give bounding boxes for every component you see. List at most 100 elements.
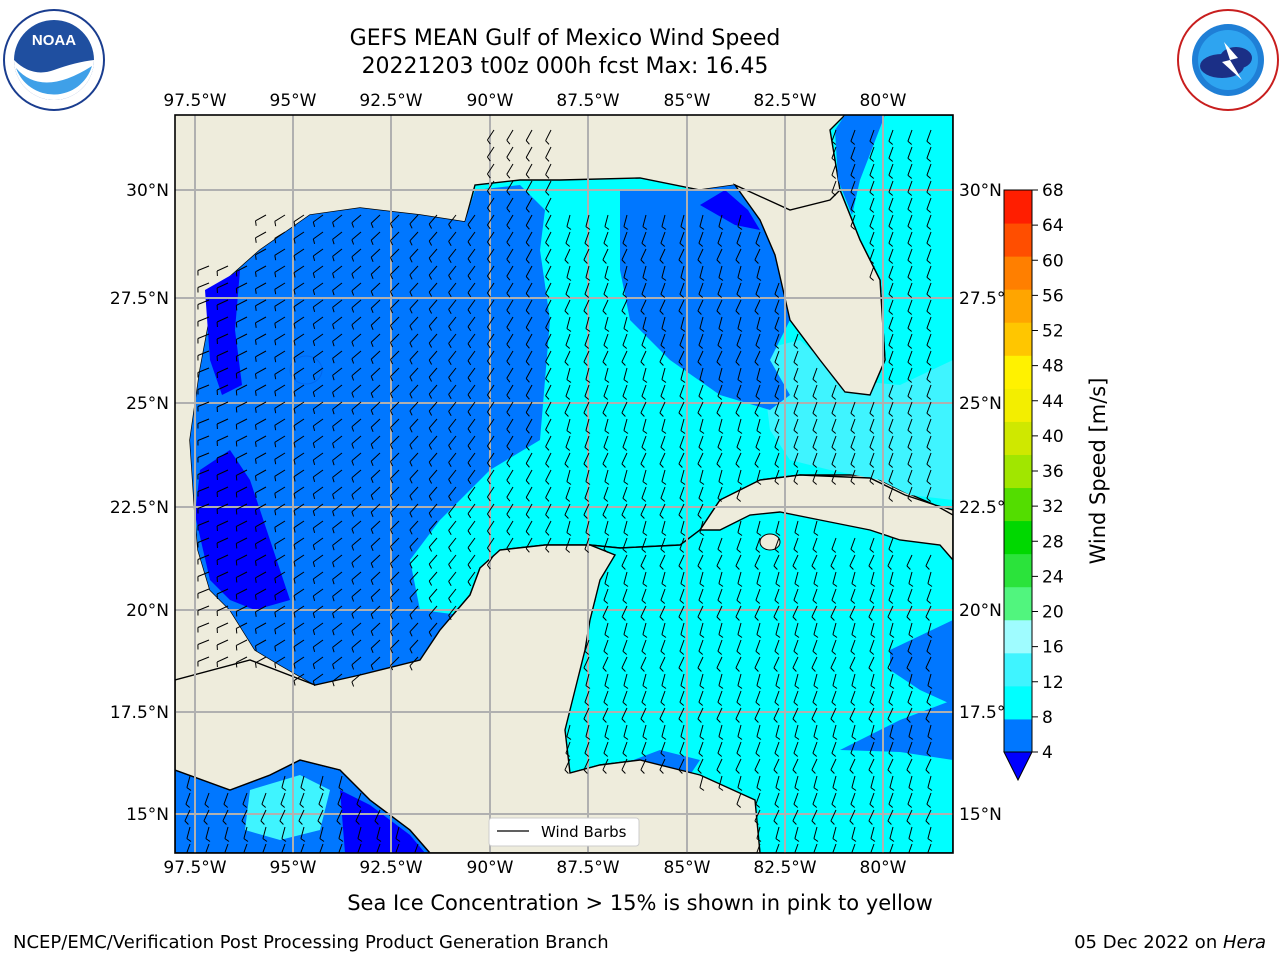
wind-barb [926,452,932,465]
wind-barb [850,129,856,142]
lon-labels-top: 97.5°W 95°W 92.5°W 90°W 87.5°W 85°W 82.5… [163,91,906,111]
wind-barb-flag [775,532,781,536]
wind-barb-flag [907,378,913,383]
wind-barb [869,639,875,652]
wind-barb [506,146,514,158]
wind-barb [756,826,761,839]
wind-barb-flag [312,408,316,415]
wind-barb-flag [370,257,374,262]
wind-barb-flag [603,701,609,706]
lon-label: 90°W [467,858,514,878]
wind-barb-flag [813,736,819,740]
wind-barb-flag [564,310,569,315]
wind-barb [585,418,590,431]
wind-barb [907,299,913,312]
wind-barb-flag [545,174,550,179]
wind-barb-flag [486,564,491,570]
wind-barb-flag [623,328,629,332]
wind-barb [525,180,533,192]
wind-barb [216,350,229,357]
wind-barb-flag [448,241,452,246]
wind-barb-flag [718,685,724,689]
wind-barb [908,571,913,584]
colorbar-tick-label: 56 [1042,286,1064,306]
wind-barb [448,299,457,310]
wind-barb [545,452,552,464]
wind-barb-flag [506,292,511,298]
wind-barb-flag [697,514,702,519]
wind-barb [300,843,305,853]
wind-barb [659,401,666,414]
wind-barb-flag [927,838,933,842]
wind-barb [255,571,267,579]
wind-barb [869,214,875,227]
wind-barb-flag [678,412,683,417]
wind-barb [236,435,248,442]
wind-barb [486,435,495,447]
wind-barb [236,469,248,476]
wind-barb [775,673,780,686]
wind-barb-flag [831,752,837,757]
wind-barb [735,758,742,771]
wind-barb-flag [888,157,894,162]
lat-label: 25°N [126,394,169,414]
wind-barb [486,469,495,481]
wind-barb-flag [409,461,413,467]
wind-barb [718,775,723,788]
wind-barb-flag [390,410,394,416]
wind-barb [927,724,932,737]
wind-barb-flag [830,769,835,774]
wind-barb-flag [754,769,759,774]
wind-barb [756,775,761,788]
wind-barb [889,724,894,737]
wind-barb-flag [448,598,452,603]
wind-barb-flag [870,583,876,587]
wind-barb [927,622,932,635]
colorbar-segment [1004,388,1032,422]
wind-barb [370,639,381,649]
wind-barb-flag [773,565,778,570]
wind-barb-flag [545,140,550,145]
wind-barb-flag [926,650,932,655]
wind-barb [255,469,267,477]
wind-barb [293,299,305,308]
wind-barb [831,792,837,805]
wind-barb [274,384,286,392]
wind-barb-flag [642,685,648,689]
wind-barb-flag [907,599,913,604]
wind-barb [756,316,761,329]
wind-barb [660,639,666,652]
wind-barb-flag [775,685,781,689]
wind-barb [907,129,913,142]
wind-barb [216,333,229,340]
wind-barb-flag [699,583,705,587]
wind-barb-flag [756,532,762,536]
wind-barb [236,571,248,578]
wind-barb-flag [564,259,569,264]
wind-barb-flag [376,838,382,842]
wind-barb [603,741,609,754]
wind-barb-flag [486,547,491,553]
wind-barb-flag [907,174,913,179]
wind-barb-flag [564,463,569,468]
wind-barb [812,639,818,652]
colorbar-tick-label: 8 [1042,708,1053,728]
wind-barb [545,163,552,175]
wind-barb-flag [604,634,610,638]
wind-barb-flag [255,560,257,566]
wind-barb-flag [640,412,645,417]
wind-barb [313,520,324,529]
wind-barb [830,809,837,822]
wind-barb-flag [545,531,550,536]
wind-barb [793,537,799,550]
wind-barb-flag [679,497,685,502]
wind-barb-flag [925,718,930,723]
wind-barb-flag [716,565,721,570]
wind-barb-flag [525,446,530,451]
colorbar-segment [1004,652,1032,687]
wind-barb-flag [370,648,374,653]
wind-barb [585,316,590,329]
wind-barb [869,163,875,176]
wind-barb [255,520,267,528]
wind-barb [545,469,552,481]
